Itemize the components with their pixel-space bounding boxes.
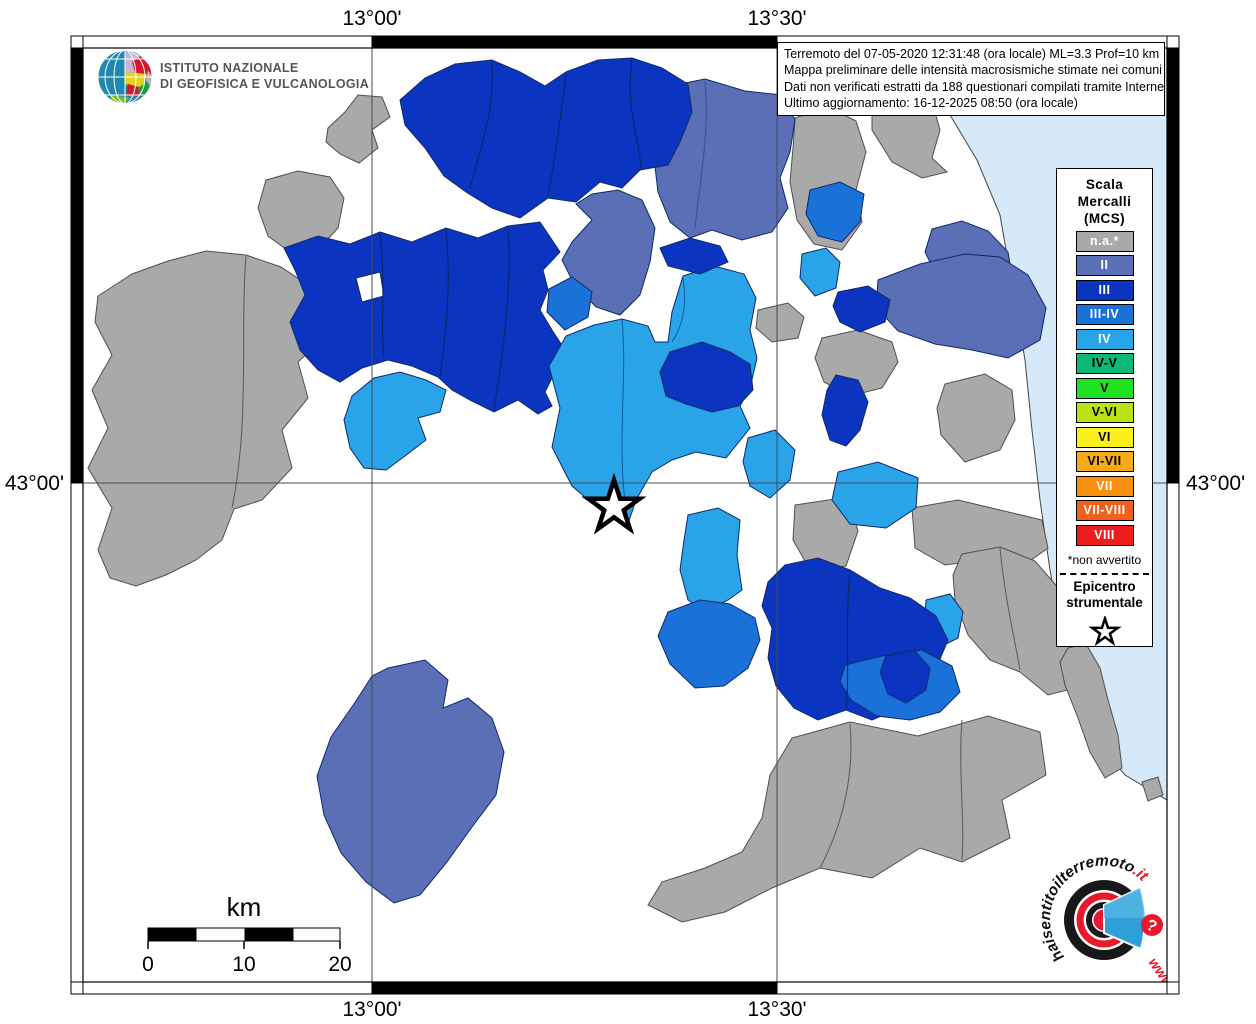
municipality [831,461,919,529]
municipality [546,276,593,331]
scale-bar: km 0 10 20 [142,892,352,976]
municipality [659,237,729,275]
axis-label-right-43-00: 43°00' [1186,472,1245,495]
event-info-line: Ultimo aggiornamento: 16-12-2025 08:50 (… [784,96,1078,111]
municipality [316,659,505,904]
scale-bar-unit: km [227,892,262,922]
municipalities-IV [343,247,964,649]
epicenter-star-icon [1087,613,1122,646]
municipality [742,429,796,499]
axis-label-top-13-00: 13°00' [342,7,401,30]
legend-swatch-iv-v: IV-V [1075,353,1134,374]
legend-swatch-vii: VII [1075,475,1134,497]
municipality [1141,776,1164,802]
municipality-epicentral [548,265,758,525]
municipality [659,341,754,413]
scale-tick-20: 20 [328,953,351,976]
legend-swatch-vi: VI [1075,426,1134,448]
event-info-line: Mappa preliminare delle intensità macros… [784,63,1162,78]
event-info-box: Terremoto del 07-05-2020 12:31:48 (ora l… [777,42,1165,116]
legend-swatch-na: n.a.* [1075,230,1134,252]
event-info-line: Dati non verificati estratti da 188 ques… [784,79,1165,94]
municipality [879,649,931,704]
axis-labels: 13°00' 13°30' 13°00' 13°30' 43°00' 43°00… [5,7,1245,1021]
ingv-logo: ISTITUTO NAZIONALE DI GEOFISICA E VULCAN… [97,49,369,105]
scale-tick-10: 10 [232,953,255,976]
axis-label-left-43-00: 43°00' [5,472,64,495]
legend-swatch-viii: VIII [1075,524,1134,546]
legend-title-line: (MCS) [1084,211,1125,226]
municipality [799,247,841,297]
legend-swatch-vi-vii: VI-VII [1075,451,1134,472]
legend-swatch-v: V [1075,377,1134,399]
axis-label-bottom-13-00: 13°00' [342,998,401,1021]
municipality [1059,643,1123,779]
graticule [83,48,1167,982]
legend-epicenter-star-holder [1057,613,1152,653]
legend-divider [1060,572,1149,575]
municipality [875,253,1047,359]
municipality [343,371,447,471]
municipality [821,374,869,447]
municipalities-na [87,84,1164,923]
legend-swatch-iii-iv: III-IV [1075,304,1134,325]
municipality [283,221,564,415]
legend-epicenter-label-line: strumentale [1066,595,1143,610]
axis-label-bottom-13-30: 13°30' [747,998,806,1021]
ingv-name-line2: DI GEOFISICA E VULCANOLOGIA [160,77,369,91]
municipality [832,285,891,333]
municipality [805,181,865,243]
legend-swatch-iv: IV [1075,328,1134,350]
municipality [657,599,761,689]
municipal-boundaries [231,59,1021,869]
municipality [755,302,805,343]
municipalities-III-IV [546,181,865,331]
mercalli-legend: Scala Mercalli (MCS) n.a.* II III III-IV… [1056,168,1153,647]
municipalities-III-small [659,237,754,413]
municipality [87,250,331,587]
legend-swatch-v-vi: V-VI [1075,402,1134,423]
legend-swatch-iii: III [1075,279,1134,301]
municipalities-south-cluster [657,599,961,721]
map-area: km 0 10 20 [83,48,1167,982]
legend-title-line: Mercalli [1077,194,1132,209]
axis-label-top-13-30: 13°30' [747,7,806,30]
municipality [936,373,1016,463]
legend-epicenter-label-line: Epicentro [1073,578,1136,594]
municipality [647,715,1047,923]
municipality [679,507,743,613]
legend-swatch-ii: II [1075,255,1134,276]
event-info-line: Terremoto del 07-05-2020 12:31:48 (ora l… [784,47,1160,61]
logo-question-badge [1141,914,1163,936]
scale-tick-0: 0 [142,953,154,976]
legend-title-line: Scala [1085,177,1124,192]
epicenter-star [581,472,647,535]
legend-footnote: *non avvertito [1067,552,1142,567]
municipality [911,499,1049,569]
ingv-name-line1: ISTITUTO NAZIONALE [160,61,299,75]
legend-swatch-vii-viii: VII-VIII [1075,500,1134,521]
